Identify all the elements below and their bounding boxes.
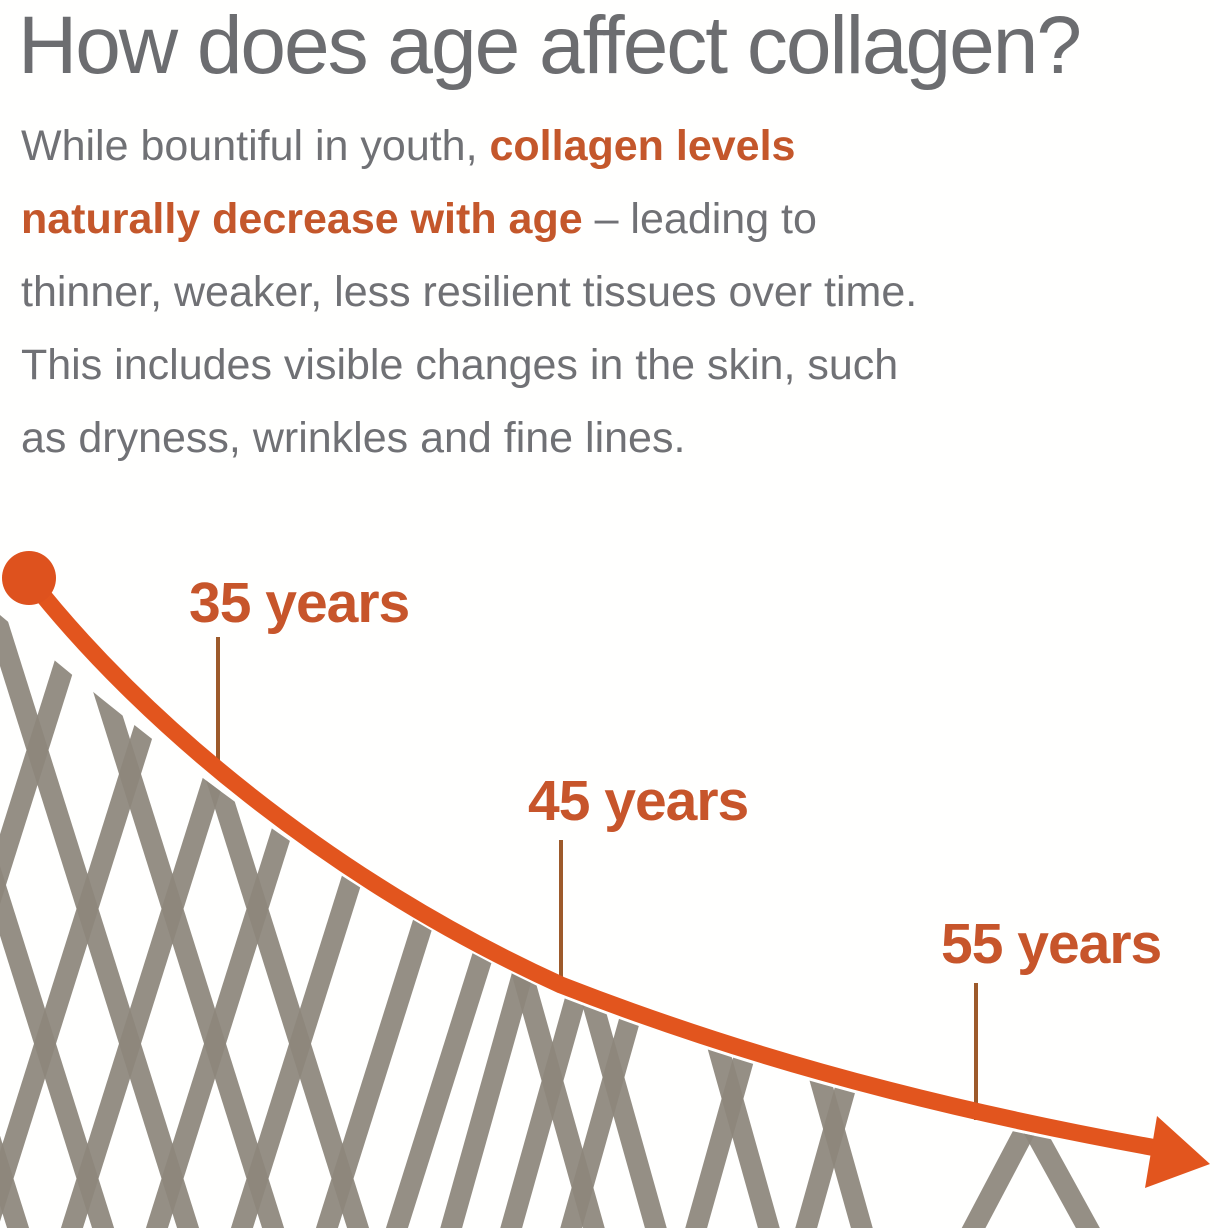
- curve-arrowhead-icon: [1145, 1116, 1210, 1188]
- intro-text: as dryness, wrinkles and fine lines.: [21, 414, 686, 462]
- intro-highlight: naturally decrease with age: [21, 195, 583, 243]
- intro-text: While bountiful in youth,: [21, 122, 490, 170]
- intro-text: This includes visible changes in the ski…: [21, 341, 899, 389]
- age-55-label: 55 years: [941, 912, 1161, 976]
- intro-line: as dryness, wrinkles and fine lines.: [21, 402, 1201, 475]
- intro-text: thinner, weaker, less resilient tissues …: [21, 268, 918, 316]
- age-45-label: 45 years: [528, 769, 748, 833]
- intro-line: naturally decrease with age – leading to: [21, 183, 1201, 256]
- intro-text: – leading to: [582, 195, 817, 243]
- page-title: How does age affect collagen?: [18, 0, 1082, 91]
- lattice-cluster-sparse: [688, 590, 1214, 1228]
- intro-line: While bountiful in youth, collagen level…: [21, 110, 1201, 183]
- intro-line: thinner, weaker, less resilient tissues …: [21, 256, 1201, 329]
- intro-paragraph: While bountiful in youth, collagen level…: [21, 110, 1201, 475]
- lattice-cluster-medium: [384, 590, 1016, 1228]
- curve-start-dot: [2, 551, 56, 605]
- decline-curve: [20, 569, 1171, 1158]
- age-35-label: 35 years: [189, 571, 409, 635]
- intro-highlight: collagen levels: [489, 122, 796, 170]
- intro-line: This includes visible changes in the ski…: [21, 329, 1201, 402]
- chart-svg: 35 years 45 years 55 years: [0, 551, 1214, 1228]
- collagen-decline-chart: 35 years 45 years 55 years: [0, 540, 1214, 1228]
